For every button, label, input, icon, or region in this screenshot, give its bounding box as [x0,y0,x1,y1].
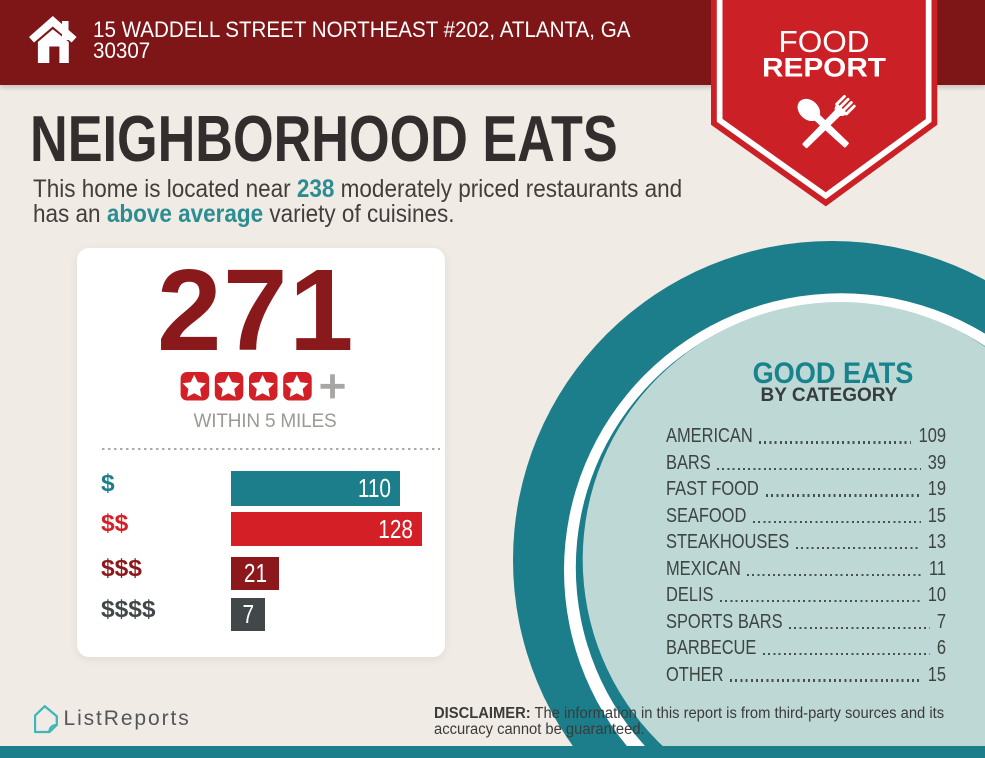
svg-text:REPORT: REPORT [762,53,886,83]
svg-text:FOOD: FOOD [779,24,870,59]
